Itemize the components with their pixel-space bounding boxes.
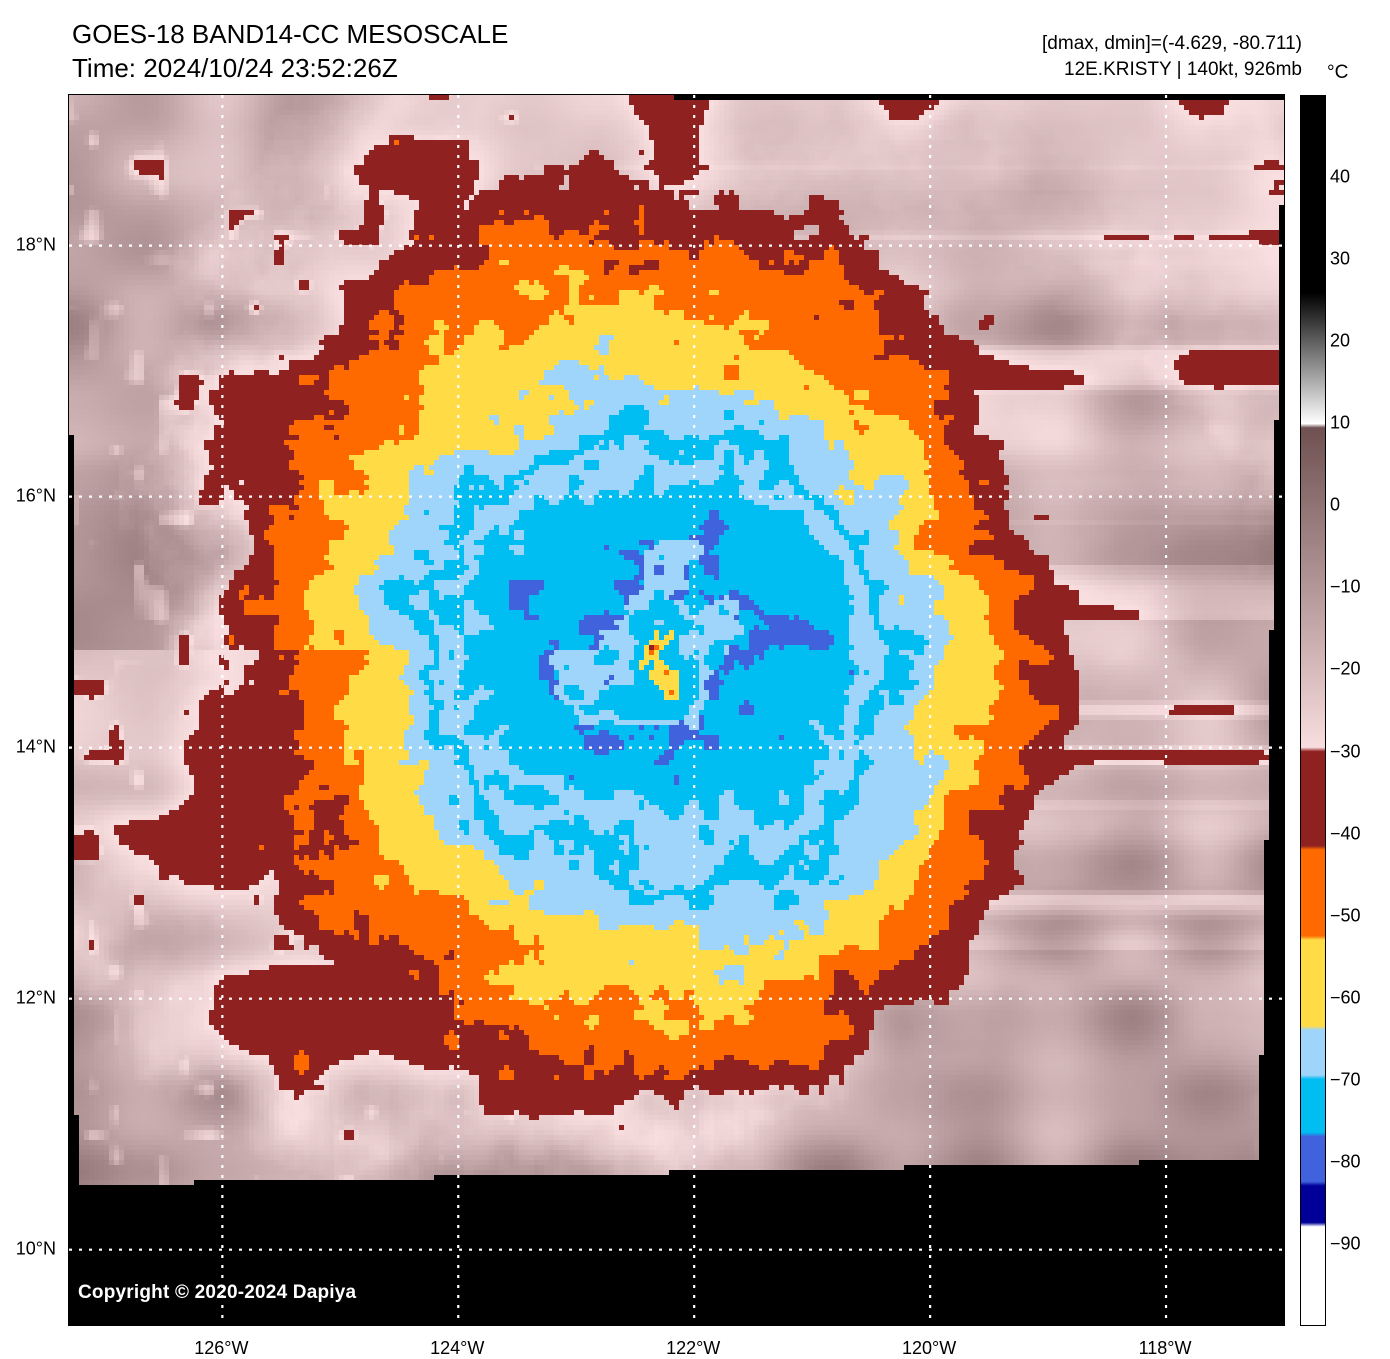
colorbar-tick-label: −70 [1330,1069,1361,1090]
lat-lon-gridlines [69,95,1284,1325]
axis-tick-latitude: 18°N [15,234,56,255]
colorbar-tick-label: −40 [1330,823,1361,844]
storm-info-label: 12E.KRISTY | 140kt, 926mb [1064,59,1302,81]
colorbar-tick-label: −30 [1330,741,1361,762]
colorbar-tick-label: −80 [1330,1151,1361,1172]
page-title: GOES-18 BAND14-CC MESOSCALE [72,19,509,49]
axis-tick-latitude: 16°N [15,485,56,506]
colorbar-tick-container: 40 30 20 10 0 −10 −20 −30 −40 −50 −60 −70 −80 −90 [1330,95,1390,1326]
axis-tick-latitude: 12°N [15,987,56,1008]
colorbar-unit-label: °C [1327,62,1349,83]
ir-brightness-temperature-raster [69,95,1284,1325]
satellite-imagery-canvas [69,95,1284,1325]
colorbar-tick-label: −50 [1330,905,1361,926]
colorbar-tick-label: 10 [1330,412,1351,433]
colorbar-tick-label: −20 [1330,658,1361,679]
axis-tick-longitude: 122°W [666,1338,721,1358]
colorbar-tick-label: 20 [1330,330,1351,351]
axis-tick-longitude: 126°W [194,1338,249,1358]
colorbar-tick-label: 30 [1330,248,1351,269]
satellite-image-plot [68,94,1285,1326]
copyright-label: Copyright © 2020-2024 Dapiya [78,1282,357,1303]
title-block: GOES-18 BAND14-CC MESOSCALE Time: 2024/1… [72,18,508,86]
colorbar-tick-label: −60 [1330,987,1361,1008]
axis-tick-longitude: 118°W [1138,1338,1192,1358]
colorbar-tick-label: 40 [1330,166,1351,187]
axis-tick-latitude: 10°N [15,1238,56,1259]
colorbar-tick-label: 0 [1330,494,1341,515]
metadata-block: [dmax, dmin]=(-4.629, -80.711) 12E.KRIST… [1042,31,1302,83]
axis-tick-longitude: 124°W [430,1338,485,1358]
colorbar [1300,95,1326,1326]
axis-tick-longitude: 120°W [901,1338,957,1358]
colorbar-tick-label: −10 [1330,576,1361,597]
colorbar-tick-label: −90 [1330,1233,1361,1254]
dmax-dmin-label: [dmax, dmin]=(-4.629, -80.711) [1042,33,1302,54]
axis-tick-latitude: 14°N [15,736,56,757]
timestamp-label: Time: 2024/10/24 23:52:26Z [72,52,398,83]
